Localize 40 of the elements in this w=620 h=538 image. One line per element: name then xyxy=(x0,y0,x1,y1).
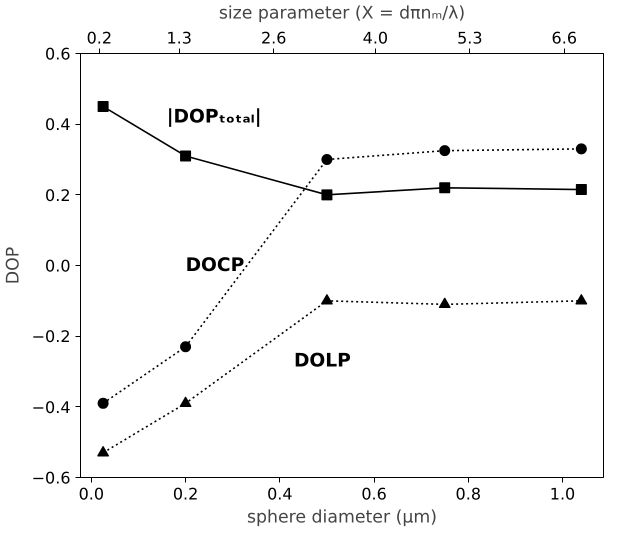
point xyxy=(439,182,450,194)
point xyxy=(97,446,110,456)
x2-tick-label: 2.6 xyxy=(260,28,286,48)
x-tick-label: 0.0 xyxy=(78,484,104,504)
point xyxy=(98,101,109,112)
point xyxy=(180,341,192,352)
point xyxy=(320,294,333,305)
point xyxy=(321,189,332,200)
x-tick-label: 1.0 xyxy=(550,484,576,504)
x2-tick-label: 0.2 xyxy=(86,28,112,48)
point xyxy=(438,298,451,308)
y-tick-label: −0.2 xyxy=(32,327,71,346)
y-tick-label: 0.0 xyxy=(45,256,71,276)
point xyxy=(180,150,192,162)
y-tick-label: 0.2 xyxy=(45,186,71,205)
point xyxy=(439,145,450,156)
x2-tick-label: 1.3 xyxy=(166,28,192,48)
x-axis-title: sphere diameter (μm) xyxy=(246,508,438,528)
point xyxy=(321,154,332,165)
y-tick-label: 0.4 xyxy=(45,115,71,134)
x2-tick-label: 6.6 xyxy=(552,28,577,48)
x-tick-label: 0.2 xyxy=(172,484,198,504)
series-label: |DOPₜₒₜₐₗ| xyxy=(166,106,262,128)
point xyxy=(98,398,109,409)
series-label: DOLP xyxy=(294,350,351,372)
x-tick-label: 0.8 xyxy=(456,484,482,504)
point xyxy=(180,396,192,407)
x-tick-label: 0.6 xyxy=(361,484,387,504)
point xyxy=(576,184,587,196)
point xyxy=(576,143,587,154)
y-tick-label: 0.6 xyxy=(45,44,71,64)
y-tick-label: −0.4 xyxy=(32,398,71,417)
y-tick-label: −0.6 xyxy=(32,468,71,488)
x2-tick-label: 5.3 xyxy=(457,28,483,48)
x2-tick-label: 4.0 xyxy=(362,28,388,48)
y-axis-title: DOP xyxy=(4,246,24,284)
point xyxy=(575,294,588,305)
series-label: DOCP xyxy=(186,255,244,276)
x-tick-label: 0.4 xyxy=(267,484,293,504)
x2-axis-title: size parameter (X = dπnₘ/λ) xyxy=(218,4,466,24)
